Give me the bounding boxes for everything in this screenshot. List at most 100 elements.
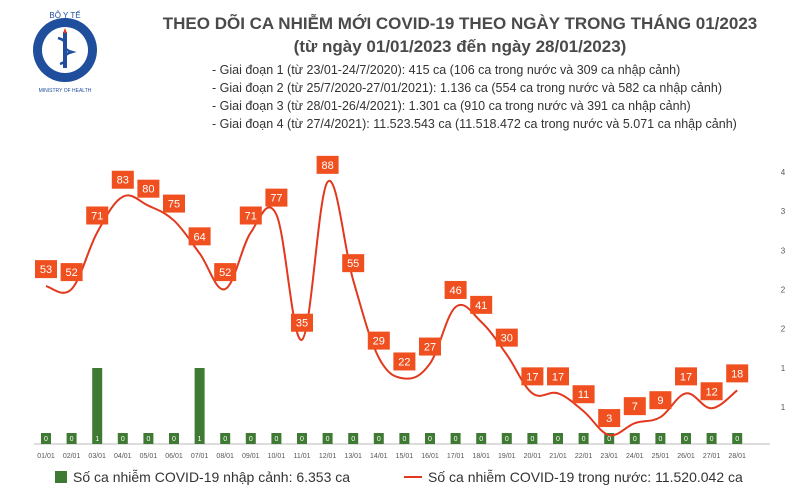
line-data-label-bg [623,397,646,416]
logo-subtext: MINISTRY OF HEALTH [39,88,92,94]
logo-text: BỘ Y TẾ [49,10,80,20]
x-tick-label: 09/01 [242,453,260,460]
line-data-label-bg [342,254,365,273]
line-data-label-bg [495,328,518,347]
line-data-label: 52 [65,267,77,279]
bar-label-box [169,433,179,444]
line-data-label-bg [598,409,621,428]
x-tick-label: 15/01 [396,453,414,460]
line-data-label-bg [188,227,211,246]
bar-data-label: 0 [454,436,458,443]
line-data-label: 77 [270,193,282,205]
right-axis-tick-label: 4 [781,168,786,177]
bar-label-box [732,433,743,444]
bar-data-label: 0 [607,436,611,443]
line-data-label: 52 [219,267,231,279]
x-tick-label: 23/01 [600,453,618,460]
bar-data-label: 0 [530,436,534,443]
x-tick-label: 19/01 [498,453,516,460]
chart-title: THEO DÕI CA NHIỄM MỚI COVID-19 THEO NGÀY… [162,14,758,33]
line-data-label: 9 [657,395,663,407]
line-data-label-bg [675,367,697,386]
line-data-label: 55 [347,258,359,270]
bar-label-box [373,433,384,444]
x-tick-label: 27/01 [703,453,721,460]
x-tick-label: 02/01 [63,453,81,460]
bar-label-box [501,433,512,444]
bar-label-box [578,433,589,444]
right-axis-tick-label: 3 [781,207,786,216]
x-tick-label: 06/01 [165,453,183,460]
x-tick-label: 01/01 [37,453,55,460]
line-data-label: 17 [680,371,692,383]
chart-subtitle: (từ ngày 01/01/2023 đến ngày 28/01/2023) [293,37,627,56]
line-data-label: 64 [193,231,205,243]
bar-label-box [476,433,487,444]
legend-bar: Số ca nhiễm COVID-19 nhập cảnh: 6.353 ca [55,469,350,485]
bar-label-box [348,433,359,444]
line-data-label-bg [700,382,723,401]
x-tick-label: 07/01 [191,453,209,460]
x-tick-label: 22/01 [575,453,593,460]
line-data-label-bg [137,179,160,198]
bar-data-label: 0 [249,436,253,443]
bar-label-box [220,433,231,444]
line-data-label: 27 [424,342,436,354]
bar-data-label: 0 [684,436,688,443]
bar-data-label: 1 [95,436,99,443]
x-tick-label: 12/01 [319,453,337,460]
line-data-label-bg [265,188,288,207]
bar-data-label: 0 [710,436,714,443]
bar-label-box [553,433,563,444]
bar-label-box [297,433,307,444]
x-tick-label: 05/01 [140,453,158,460]
bar-label-box [399,433,410,444]
x-tick-label: 16/01 [421,453,439,460]
line-data-label-bg [726,364,749,383]
x-tick-label: 10/01 [268,453,286,460]
line-data-label-bg [316,155,339,174]
line-data-label-bg [291,313,313,332]
legend-bar-swatch [55,471,67,483]
line-data-label: 35 [296,318,308,330]
bar-label-box [322,433,333,444]
right-axis-tick-label: 2 [781,325,786,334]
bar-label-box [450,433,461,444]
line-data-label: 46 [449,285,461,297]
line-data-label: 53 [40,264,52,276]
bar-label-box [66,433,77,444]
bar-data-label: 0 [172,436,176,443]
line-data-label: 71 [91,210,103,222]
right-axis-tick-label: 3 [781,246,786,255]
x-tick-label: 24/01 [626,453,644,460]
x-tick-label: 08/01 [216,453,234,460]
line-data-label-bg [521,367,544,386]
bar-data-label: 0 [70,436,74,443]
bar-label-box [117,433,128,444]
bar-data-label: 0 [146,436,150,443]
x-tick-label: 25/01 [652,453,670,460]
right-axis-tick-label: 1 [781,403,786,412]
line-data-label-bg [470,295,493,314]
line-data-label: 11 [578,389,589,401]
line-data-label-bg [393,352,416,371]
line-data-label: 17 [552,371,564,383]
line-data-label-bg [60,263,83,282]
bar-data-label: 0 [582,436,586,443]
bar-data-label: 0 [44,436,48,443]
note-line: - Giai đoạn 2 (từ 25/7/2020-27/01/2021):… [212,81,722,95]
bar-data-label: 0 [274,436,278,443]
right-axis-tick-label: 2 [781,286,786,295]
line-data-label-bg [163,194,185,213]
bar-data-label: 0 [633,436,637,443]
note-line: - Giai đoạn 1 (từ 23/01-24/7/2020): 415 … [212,63,681,77]
bar-label-box [527,433,538,444]
legend-line: Số ca nhiễm COVID-19 trong nước: 11.520.… [404,469,743,485]
note-line: - Giai đoạn 3 (từ 28/01-26/4/2021): 1.30… [212,99,691,113]
line-data-label: 29 [373,336,385,348]
line-data-label: 71 [245,210,257,222]
x-tick-label: 20/01 [524,453,542,460]
line-data-label: 22 [398,356,410,368]
bar-data-label: 0 [326,436,330,443]
